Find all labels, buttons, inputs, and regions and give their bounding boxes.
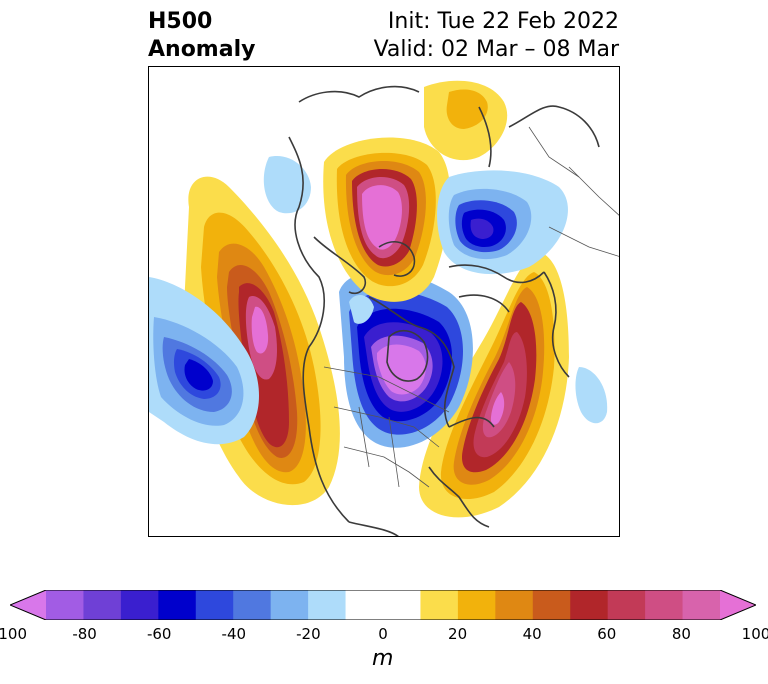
colorbar-tick-label: -80 bbox=[72, 625, 97, 643]
anomaly-hudson-low bbox=[339, 271, 473, 448]
colorbar-tick-label: -20 bbox=[296, 625, 321, 643]
colorbar-bin bbox=[420, 590, 459, 620]
colorbar-bin bbox=[158, 590, 197, 620]
colorbar-bin bbox=[607, 590, 646, 620]
colorbar-extend-low bbox=[10, 590, 46, 620]
colorbar-bin bbox=[570, 590, 609, 620]
date-info: Init: Tue 22 Feb 2022 Valid: 02 Mar – 08… bbox=[374, 8, 619, 64]
colorbar-tick-label: 20 bbox=[448, 625, 468, 643]
colorbar-tick-label: -40 bbox=[221, 625, 247, 643]
colorbar-bin bbox=[645, 590, 684, 620]
colorbar-bin bbox=[682, 590, 721, 620]
valid-range: Valid: 02 Mar – 08 Mar bbox=[373, 37, 619, 62]
colorbar-tick-label: 40 bbox=[522, 625, 542, 643]
colorbar bbox=[8, 589, 758, 621]
colorbar-unit: m bbox=[372, 646, 394, 671]
coastlines bbox=[288, 85, 600, 536]
colorbar-graphic bbox=[8, 589, 758, 621]
init-date: Init: Tue 22 Feb 2022 bbox=[387, 9, 619, 34]
anomaly-pacific-low bbox=[149, 277, 259, 445]
colorbar-extend-high bbox=[720, 590, 756, 620]
anomaly-siberia-low bbox=[263, 156, 608, 424]
colorbar-bin bbox=[233, 590, 272, 620]
colorbar-bin bbox=[308, 590, 347, 620]
colorbar-bin bbox=[495, 590, 534, 620]
colorbar-tick-label: -100 bbox=[0, 625, 28, 643]
map-title: H500 Anomaly bbox=[148, 8, 255, 64]
title-line-1: H500 bbox=[148, 9, 213, 34]
colorbar-tick-label: 80 bbox=[671, 625, 691, 643]
colorbar-ticks: -100 -80 -60 -40 -20 0 20 40 60 80 100 bbox=[0, 625, 768, 645]
colorbar-bin bbox=[345, 590, 384, 620]
colorbar-bin bbox=[270, 590, 309, 620]
colorbar-bin bbox=[532, 590, 571, 620]
colorbar-tick-label: -60 bbox=[146, 625, 172, 643]
colorbar-tick-label: 0 bbox=[378, 625, 388, 643]
colorbar-bin bbox=[383, 590, 421, 620]
colorbar-bin bbox=[457, 590, 496, 620]
colorbar-tick-label: 60 bbox=[597, 625, 617, 643]
anomaly-map bbox=[148, 66, 620, 537]
colorbar-bin bbox=[120, 590, 159, 620]
map-canvas bbox=[149, 80, 619, 536]
anomaly-arctic-ridge bbox=[323, 80, 508, 302]
anomaly-atlantic-ridge bbox=[419, 252, 569, 518]
country-borders bbox=[323, 126, 619, 488]
title-line-2: Anomaly bbox=[148, 37, 256, 62]
colorbar-tick-label: 100 bbox=[741, 625, 768, 643]
colorbar-bin bbox=[195, 590, 234, 620]
colorbar-bin bbox=[46, 590, 84, 620]
colorbar-bin bbox=[83, 590, 122, 620]
